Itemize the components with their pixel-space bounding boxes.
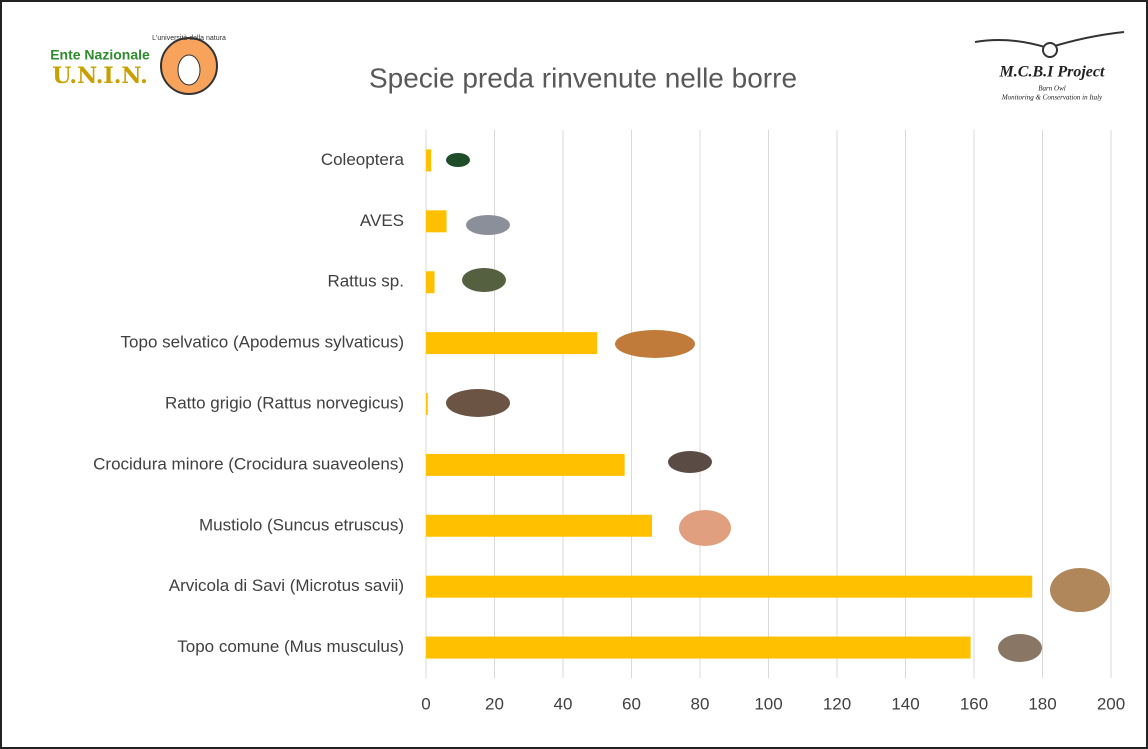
shrew-icon xyxy=(679,510,731,546)
mouse-icon xyxy=(615,330,695,358)
x-tick-label: 200 xyxy=(1097,694,1125,713)
owl-head xyxy=(1042,42,1058,58)
logo-right: M.C.B.I Project Barn Owl Monitoring & Co… xyxy=(974,31,1125,102)
logo-text: Monitoring & Conservation in Italy xyxy=(1001,94,1103,102)
x-tick-label: 120 xyxy=(823,694,851,713)
y-tick-label: Mustiolo (Suncus etruscus) xyxy=(199,515,404,534)
vole-icon xyxy=(1050,568,1110,612)
chart-title: Specie preda rinvenute nelle borre xyxy=(369,62,797,93)
logo-text: M.C.B.I Project xyxy=(999,64,1105,81)
logo-text: L'università della natura xyxy=(152,35,226,42)
bar xyxy=(426,575,1033,598)
x-tick-label: 60 xyxy=(622,694,641,713)
y-tick-label: Topo selvatico (Apodemus sylvaticus) xyxy=(121,333,404,352)
beetle-icon xyxy=(446,153,470,167)
bar xyxy=(426,453,625,476)
x-tick-label: 180 xyxy=(1028,694,1056,713)
bar xyxy=(426,393,428,415)
shrew-icon xyxy=(668,451,712,473)
x-tick-label: 100 xyxy=(754,694,782,713)
y-tick-label: Crocidura minore (Crocidura suaveolens) xyxy=(93,454,404,473)
animal-icons xyxy=(446,153,1110,662)
y-tick-label: AVES xyxy=(360,211,404,230)
bar xyxy=(426,271,435,294)
x-tick-label: 160 xyxy=(960,694,988,713)
y-tick-label: Rattus sp. xyxy=(327,272,404,291)
logo-left: Ente Nazionale U.N.I.N. L'università del… xyxy=(50,35,226,95)
logo-text: Ente Nazionale xyxy=(50,47,150,63)
pigeon-icon xyxy=(466,215,510,235)
x-tick-label: 40 xyxy=(554,694,573,713)
bar xyxy=(426,332,598,355)
bar xyxy=(426,636,971,659)
logo-text: U.N.I.N. xyxy=(52,63,148,89)
rat-icon xyxy=(446,389,510,417)
mouse-icon xyxy=(998,634,1042,662)
x-tick-label: 20 xyxy=(485,694,504,713)
y-tick-label: Arvicola di Savi (Microtus savii) xyxy=(169,576,404,595)
bar xyxy=(426,210,447,233)
y-tick-label: Ratto grigio (Rattus norvegicus) xyxy=(165,393,404,412)
x-tick-label: 80 xyxy=(691,694,710,713)
x-tick-label: 140 xyxy=(891,694,919,713)
x-tick-label: 0 xyxy=(421,694,430,713)
y-tick-label: Coleoptera xyxy=(321,150,405,169)
bar xyxy=(426,514,653,537)
rat-icon xyxy=(462,268,506,292)
logo-text: Barn Owl xyxy=(1038,85,1065,93)
bar xyxy=(426,149,432,172)
y-tick-label: Topo comune (Mus musculus) xyxy=(177,637,404,656)
owl-icon xyxy=(177,54,201,86)
